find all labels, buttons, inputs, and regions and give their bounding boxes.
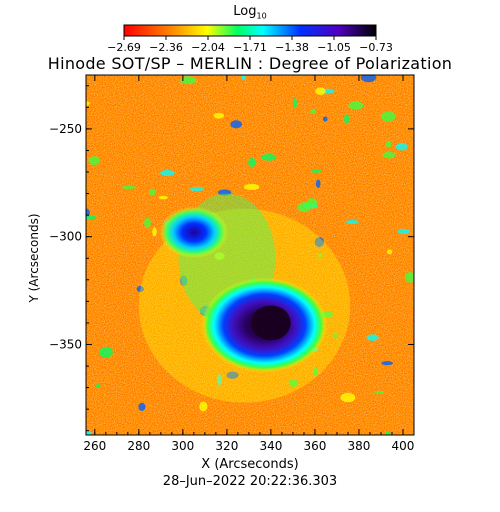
- network-patch: [95, 384, 101, 388]
- network-patch: [121, 185, 137, 190]
- network-patch: [216, 374, 222, 386]
- network-patch: [226, 371, 239, 379]
- network-patch: [348, 101, 364, 110]
- network-patch: [199, 401, 208, 412]
- network-patch: [374, 390, 385, 394]
- network-patch: [86, 214, 97, 220]
- network-patch: [179, 275, 188, 286]
- colorbar-ticks: −2.69 −2.36 −2.04 −1.71 −1.38 −1.05 −0.73: [107, 36, 393, 54]
- network-patch: [310, 168, 323, 173]
- colorbar-tick-label: −0.73: [359, 41, 393, 54]
- heatmap-features: [86, 75, 414, 435]
- x-tick-label: 260: [83, 439, 106, 453]
- chart-title: Hinode SOT/SP – MERLIN : Degree of Polar…: [47, 54, 453, 73]
- network-patch: [148, 188, 156, 196]
- y-tick-label: −300: [49, 230, 82, 244]
- y-tick-label: −350: [49, 337, 82, 351]
- x-tick-label: 400: [392, 439, 415, 453]
- network-patch: [158, 195, 168, 200]
- network-patch: [243, 183, 260, 191]
- network-patch: [99, 346, 113, 358]
- y-tick-label: −250: [49, 122, 82, 136]
- network-patch: [345, 220, 359, 225]
- network-patch: [310, 109, 317, 115]
- colorbar-label-sub: 10: [256, 11, 267, 21]
- network-patch: [180, 76, 197, 85]
- network-patch: [86, 101, 90, 106]
- heatmap-texture: [86, 75, 414, 435]
- x-tick-label: 380: [348, 439, 371, 453]
- network-patch: [385, 431, 391, 435]
- network-patch: [86, 430, 92, 435]
- network-patch: [214, 252, 225, 260]
- network-patch: [136, 286, 145, 292]
- network-patch: [189, 187, 205, 192]
- network-patch: [230, 120, 242, 129]
- network-patch: [315, 87, 326, 96]
- network-patch: [314, 237, 325, 248]
- network-patch: [385, 140, 392, 148]
- colorbar-tick-label: −2.36: [149, 41, 183, 54]
- network-patch: [315, 179, 321, 188]
- network-patch: [138, 402, 146, 411]
- plot-area: [86, 75, 414, 435]
- network-patch: [292, 97, 298, 109]
- network-patch: [386, 249, 393, 255]
- network-patch: [382, 151, 396, 159]
- colorbar-tick-label: −2.69: [107, 41, 141, 54]
- network-patch: [381, 361, 394, 366]
- x-tick-label: 360: [303, 439, 326, 453]
- network-patch: [144, 217, 151, 229]
- network-patch: [241, 75, 247, 81]
- network-patch: [340, 392, 356, 403]
- network-patch: [152, 227, 157, 237]
- network-patch: [333, 333, 338, 339]
- colorbar-tick-label: −1.38: [275, 41, 309, 54]
- plage: [159, 206, 229, 259]
- x-axis: 260 280 300 320 340 360 380 400: [83, 75, 415, 453]
- network-patch: [395, 142, 408, 151]
- x-axis-label: X (Arcseconds): [201, 457, 299, 472]
- network-patch: [217, 189, 232, 196]
- network-patch: [344, 114, 350, 124]
- colorbar-tick-label: −1.71: [233, 41, 267, 54]
- network-patch: [397, 228, 410, 235]
- x-tick-label: 300: [171, 439, 194, 453]
- x-tick-label: 280: [127, 439, 150, 453]
- x-tick-label: 320: [215, 439, 238, 453]
- y-axis: −250 −300 −350: [49, 85, 414, 432]
- network-patch: [88, 156, 100, 166]
- network-patch: [366, 334, 379, 341]
- y-axis-label: Y (Arcseconds): [27, 213, 41, 303]
- x-tick-label: 340: [259, 439, 282, 453]
- network-patch: [248, 157, 257, 167]
- network-patch: [381, 111, 396, 122]
- network-patch: [297, 202, 311, 213]
- plot-frame: [85, 74, 415, 436]
- network-patch: [261, 153, 277, 161]
- colorbar: [123, 24, 377, 37]
- colorbar-tick-label: −2.04: [191, 41, 225, 54]
- colorbar-tick-label: −1.05: [317, 41, 351, 54]
- sunspot-umbra: [251, 305, 291, 341]
- network-patch: [160, 169, 175, 177]
- network-patch: [312, 367, 319, 376]
- network-patch: [318, 253, 323, 258]
- observation-date: 28–Jun–2022 20:22:36.303: [162, 474, 338, 489]
- network-patch: [288, 379, 299, 387]
- colorbar-label: Log10: [0, 4, 500, 21]
- network-patch: [405, 271, 414, 283]
- network-patch: [322, 116, 328, 122]
- network-patch: [213, 112, 225, 119]
- colorbar-label-main: Log: [233, 4, 257, 19]
- network-patch: [360, 75, 377, 83]
